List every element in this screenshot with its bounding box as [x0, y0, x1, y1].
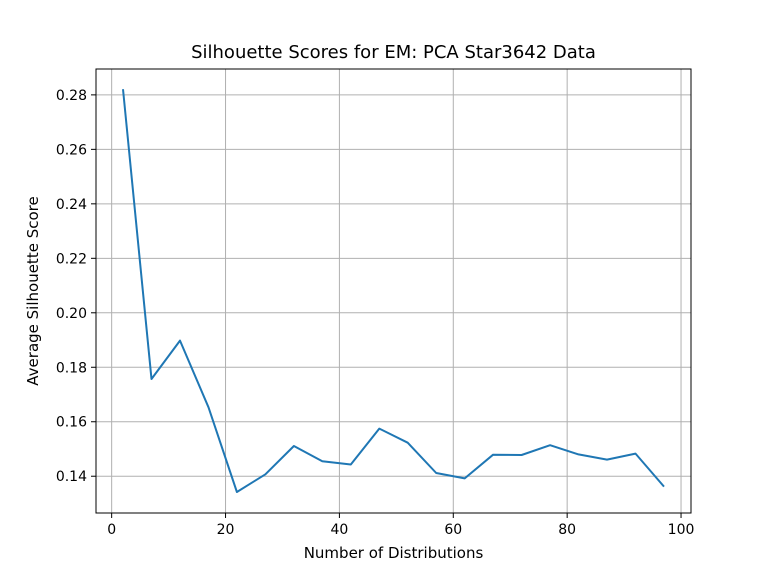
x-tick-label: 80: [558, 522, 576, 538]
y-tick-label: 0.16: [56, 415, 87, 431]
x-axis-label: Number of Distributions: [304, 544, 484, 562]
y-tick-label: 0.26: [56, 142, 87, 158]
y-tick-label: 0.18: [56, 360, 87, 376]
plot-frame: [95, 68, 692, 514]
series: [122, 89, 665, 493]
y-tick-label: 0.24: [56, 197, 87, 213]
y-axis-label: Average Silhouette Score: [24, 196, 42, 385]
x-tick-label: 100: [668, 522, 695, 538]
y-tick-label: 0.20: [56, 306, 87, 322]
series-line: [122, 89, 665, 493]
x-tick-label: 20: [217, 522, 235, 538]
y-tick-label: 0.28: [56, 88, 87, 104]
x-tick-label: 0: [107, 522, 116, 538]
y-tick-label: 0.22: [56, 251, 87, 267]
y-tick-label: 0.14: [56, 469, 87, 485]
x-tick-label: 40: [330, 522, 348, 538]
x-tick-label: 60: [444, 522, 462, 538]
ticks: 0 20 40 60 80 100 0.14 0.16 0.18 0.20 0.22 0.24 0.26…: [56, 88, 695, 538]
chart-title: Silhouette Scores for EM: PCA Star3642 D…: [191, 42, 596, 63]
grid-lines: [96, 69, 691, 513]
